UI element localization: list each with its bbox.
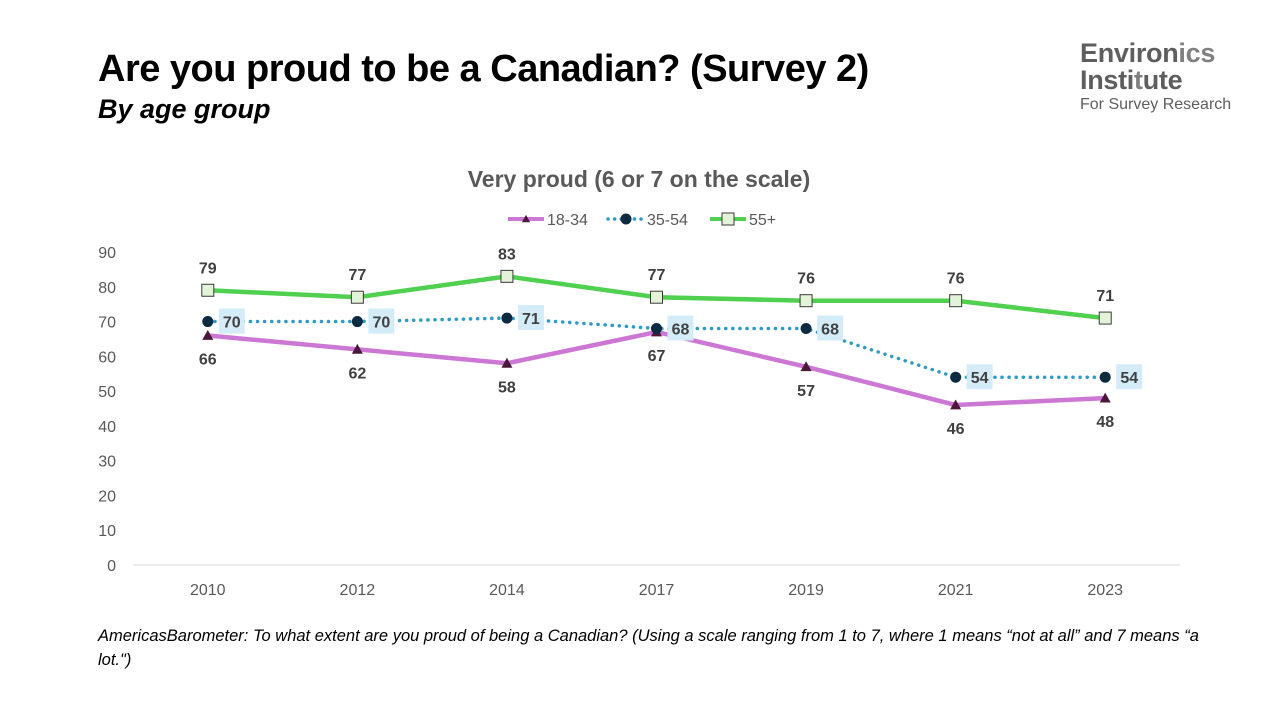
data-point xyxy=(501,312,513,324)
data-label: 71 xyxy=(522,311,540,328)
data-label: 54 xyxy=(1120,370,1138,387)
data-label: 46 xyxy=(947,421,965,438)
data-label-box xyxy=(817,315,844,341)
series-markers xyxy=(201,269,1112,410)
x-tick-label: 2023 xyxy=(1087,582,1123,599)
data-label: 48 xyxy=(1096,414,1114,431)
data-point xyxy=(1098,311,1112,325)
data-label: 58 xyxy=(498,379,516,396)
data-label: 68 xyxy=(821,322,839,339)
y-tick-label: 60 xyxy=(98,349,116,366)
y-tick-label: 20 xyxy=(98,488,116,505)
data-point xyxy=(950,399,962,410)
data-point xyxy=(799,294,813,308)
data-label: 67 xyxy=(648,348,666,365)
data-label-box xyxy=(517,305,544,331)
y-tick-label: 30 xyxy=(98,454,116,471)
data-label: 57 xyxy=(797,383,815,400)
y-tick-label: 10 xyxy=(98,523,116,540)
legend-item: 18-34 xyxy=(508,212,588,229)
data-point xyxy=(651,323,662,335)
data-label-box xyxy=(966,364,993,390)
y-tick-label: 70 xyxy=(98,315,116,332)
legend-label: 18-34 xyxy=(547,212,588,229)
data-label: 54 xyxy=(971,370,989,387)
data-point xyxy=(202,316,214,328)
data-point xyxy=(950,371,962,383)
y-tick-label: 90 xyxy=(98,245,116,262)
page-title: Are you proud to be a Canadian? (Survey … xyxy=(98,48,869,90)
data-label: 79 xyxy=(199,260,217,277)
x-tick-label: 2021 xyxy=(938,582,974,599)
data-label: 76 xyxy=(947,271,965,288)
data-point xyxy=(1099,371,1111,383)
legend-marker xyxy=(721,212,735,226)
data-label-box xyxy=(368,308,395,334)
data-label-box xyxy=(218,308,245,334)
data-label-box xyxy=(667,315,694,341)
x-axis: 2010 2012 2014 2017 2019 2021 2023 xyxy=(133,564,1180,599)
y-tick-label: 0 xyxy=(107,558,116,575)
data-label: 70 xyxy=(223,315,241,332)
data-point xyxy=(201,283,215,297)
data-label: 83 xyxy=(498,246,516,263)
data-label: 77 xyxy=(648,267,666,284)
data-label: 77 xyxy=(348,267,366,284)
chart-title: Very proud (6 or 7 on the scale) xyxy=(468,166,811,192)
data-point xyxy=(351,316,363,328)
data-label: 62 xyxy=(348,365,366,382)
environics-logo: Environics Institute For Survey Research xyxy=(1080,40,1265,115)
logo-line-2: Institute xyxy=(1080,65,1183,95)
legend-label: 55+ xyxy=(749,212,776,229)
data-label-box xyxy=(1116,364,1143,390)
data-point xyxy=(350,290,364,304)
x-tick-label: 2017 xyxy=(639,582,675,599)
data-point xyxy=(800,361,812,372)
data-label: 68 xyxy=(672,322,690,339)
data-point xyxy=(650,290,663,304)
data-point xyxy=(949,294,963,308)
legend-marker xyxy=(620,213,632,225)
data-label: 71 xyxy=(1096,288,1114,305)
legend-item: 55+ xyxy=(710,212,776,229)
data-point xyxy=(351,343,363,354)
legend-marker xyxy=(521,214,531,223)
legend-label: 35-54 xyxy=(647,212,688,229)
logo-line-3: For Survey Research xyxy=(1080,96,1232,113)
footnote: AmericasBarometer: To what extent are yo… xyxy=(98,627,1199,669)
x-tick-label: 2019 xyxy=(788,582,824,599)
data-label: 76 xyxy=(797,271,815,288)
chart-legend: 18-34 35-54 55+ xyxy=(508,212,776,229)
logo-line-1: Environics xyxy=(1080,38,1216,68)
data-label: 70 xyxy=(372,315,390,332)
legend-item: 35-54 xyxy=(606,212,688,229)
data-point xyxy=(800,323,812,335)
data-point xyxy=(1099,392,1111,403)
x-tick-label: 2010 xyxy=(190,582,226,599)
data-labels: 66 62 58 67 57 46 48 70 70 71 68 68 54 54 79 77 83 77 76 76… xyxy=(199,246,1143,438)
y-tick-label: 40 xyxy=(98,419,116,436)
y-tick-label: 80 xyxy=(98,280,116,297)
y-tick-label: 50 xyxy=(98,384,116,401)
y-axis: 0 10 20 30 40 50 60 70 80 90 xyxy=(98,245,116,575)
data-point xyxy=(202,329,214,340)
x-tick-label: 2014 xyxy=(489,582,525,599)
data-label: 66 xyxy=(199,351,217,368)
data-point xyxy=(500,269,514,283)
data-point xyxy=(501,357,513,368)
page-subtitle: By age group xyxy=(98,94,271,124)
x-tick-label: 2012 xyxy=(340,582,376,599)
